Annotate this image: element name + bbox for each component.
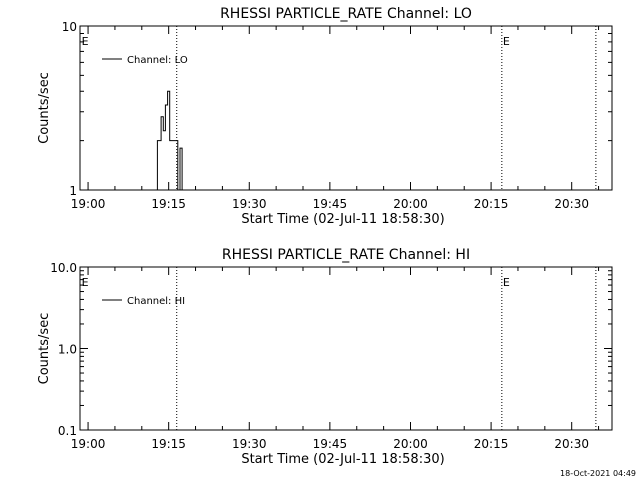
panel-hi: RHESSI PARTICLE_RATE Channel: HI 19:00 19:…	[37, 247, 613, 467]
x-tick-label: 20:30	[554, 197, 589, 211]
event-marker: E	[503, 35, 510, 48]
event-marker: E	[82, 35, 89, 48]
panel-lo: RHESSI PARTICLE_RATE Channel: LO 19:00 19:…	[37, 6, 613, 227]
y-axis-label: Counts/sec	[37, 72, 52, 144]
x-axis-label: Start Time (02-Jul-11 18:58:30)	[241, 452, 444, 467]
x-tick-label: 20:00	[393, 437, 428, 451]
legend-label: Channel: LO	[127, 55, 188, 66]
x-tick-label: 20:30	[554, 437, 589, 451]
plot-frame	[79, 266, 613, 431]
plot-frame	[79, 25, 613, 191]
x-tick-label: 19:30	[232, 437, 267, 451]
chart-title: RHESSI PARTICLE_RATE Channel: LO	[220, 6, 472, 22]
x-tick-label: 19:00	[71, 437, 106, 451]
y-tick-label: 1.0	[58, 343, 77, 357]
x-tick-label: 20:15	[474, 197, 509, 211]
y-tick-label: 1	[69, 184, 77, 198]
y-tick-label: 10.0	[50, 261, 77, 275]
x-tick-label: 20:00	[393, 197, 428, 211]
event-marker: E	[82, 276, 89, 289]
x-tick-label: 19:00	[71, 197, 106, 211]
series-line	[155, 90, 185, 191]
y-axis-label: Counts/sec	[37, 313, 52, 385]
x-tick-label: 19:45	[313, 197, 348, 211]
x-tick-label: 20:15	[474, 437, 509, 451]
legend-label: Channel: HI	[127, 296, 185, 307]
footer-timestamp: 18-Oct-2021 04:49	[560, 469, 636, 478]
x-tick-label: 19:30	[232, 197, 267, 211]
y-tick-label: 10	[62, 20, 77, 34]
x-axis-label: Start Time (02-Jul-11 18:58:30)	[241, 212, 444, 227]
x-tick-label: 19:15	[151, 437, 186, 451]
x-tick-label: 19:15	[151, 197, 186, 211]
y-tick-label: 0.1	[58, 424, 77, 438]
event-marker: E	[503, 276, 510, 289]
chart-title: RHESSI PARTICLE_RATE Channel: HI	[222, 247, 470, 263]
x-tick-label: 19:45	[313, 437, 348, 451]
